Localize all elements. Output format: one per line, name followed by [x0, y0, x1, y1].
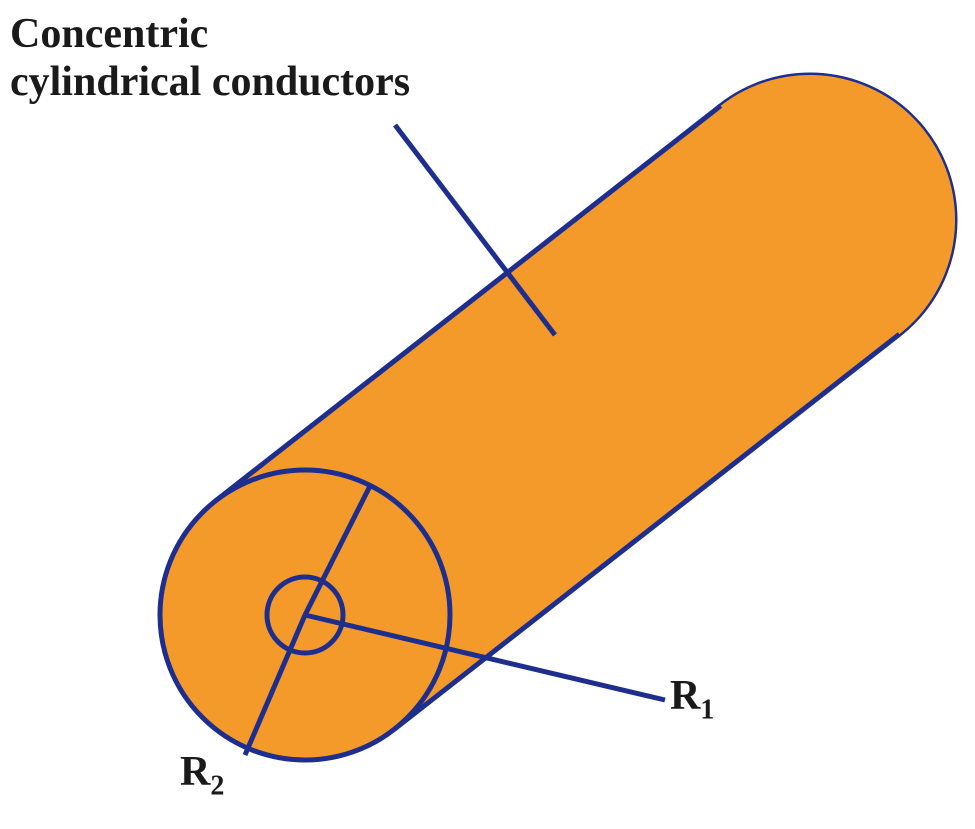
r2-letter: R [180, 749, 210, 795]
r1-label: R1 [670, 672, 714, 726]
title-line-2: cylindrical conductors [10, 59, 410, 105]
r1-subscript: 1 [700, 694, 714, 725]
r1-letter: R [670, 673, 700, 719]
title-line-1: Concentric [10, 11, 208, 57]
diagram-title: Concentric cylindrical conductors [10, 10, 410, 107]
r2-label: R2 [180, 748, 224, 802]
cylinder-svg [0, 0, 975, 829]
cylinder-diagram: Concentric cylindrical conductors R1 R2 [0, 0, 975, 829]
r2-subscript: 2 [210, 770, 224, 801]
